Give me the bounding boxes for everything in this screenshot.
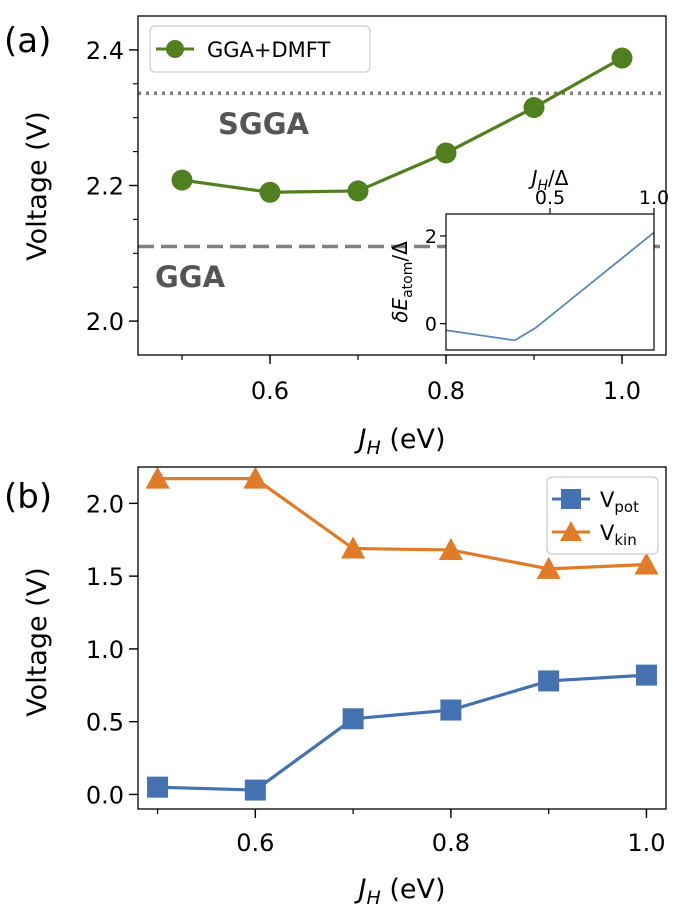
legend-label-v-pot-main: V <box>600 488 615 512</box>
data-point-v-pot <box>147 776 169 798</box>
y-tick-label: 2.2 <box>86 173 124 201</box>
inset-y-tick-label: 0 <box>425 314 437 336</box>
x-tick-label-b: 0.8 <box>432 829 470 857</box>
inset: 0.5 1.0 02 JH/Δ δEatom/Δ <box>388 166 669 351</box>
data-point-gga-dmft <box>435 142 457 164</box>
legend-label-v-kin-sub: kin <box>614 531 636 549</box>
data-point-v-pot <box>244 779 266 801</box>
gga-label: GGA <box>155 260 226 294</box>
series-line-v-pot <box>157 673 647 792</box>
data-point-gga-dmft <box>171 169 193 191</box>
x-axis-label-b: JH (eV) <box>354 874 446 909</box>
inset-y-ticks: 02 <box>425 226 446 336</box>
series-gga-dmft <box>171 47 633 203</box>
x-tick-label: 0.6 <box>251 377 289 405</box>
y-ticks-b: 0.0 0.5 1.0 1.5 2.0 <box>86 490 138 809</box>
data-point-v-pot <box>440 699 462 721</box>
y-tick-label-b: 0.5 <box>86 709 124 737</box>
inset-x-label-main: J <box>528 166 538 190</box>
inset-y-label-rest: /Δ <box>388 241 412 262</box>
y-tick-label-b: 1.5 <box>86 563 124 591</box>
series-group <box>145 466 659 801</box>
inset-x-label-sub: H <box>537 178 548 194</box>
y-tick-label-b: 2.0 <box>86 490 124 518</box>
inset-x-tick-label: 0.5 <box>535 187 565 209</box>
inset-background <box>446 214 654 350</box>
sgga-label: SGGA <box>218 107 309 141</box>
data-point-v-kin <box>145 466 170 489</box>
inset-y-label-sub: atom <box>400 262 416 298</box>
x-axis-label-sub: H <box>366 437 380 459</box>
data-point-v-kin <box>536 556 561 579</box>
legend: GGA+DMFT <box>149 25 371 73</box>
inset-y-label: δEatom/Δ <box>388 241 416 323</box>
data-point-gga-dmft <box>347 180 369 202</box>
legend-label-gga-dmft: GGA+DMFT <box>207 38 331 62</box>
panel-b-label: (b) <box>4 477 52 517</box>
legend-marker-gga-dmft <box>166 40 184 58</box>
legend-label-v-kin: Vkin <box>600 521 637 549</box>
inset-x-tick-label: 1.0 <box>639 187 669 209</box>
inset-x-ticks: 0.5 1.0 <box>535 187 669 214</box>
legend-b: Vpot Vkin <box>546 476 659 555</box>
legend-label-v-kin-main: V <box>600 521 615 545</box>
data-point-gga-dmft <box>259 181 281 203</box>
y-tick-label-b: 1.0 <box>86 636 124 664</box>
inset-x-label: JH/Δ <box>528 166 569 194</box>
panel-b: (b) 0.6 0.8 1.0 0.0 0.5 1.0 1.5 2.0 Voltage (V… <box>4 466 667 909</box>
inset-x-label-rest: /Δ <box>548 166 569 190</box>
legend-label-v-pot-sub: pot <box>614 498 639 516</box>
data-point-v-pot <box>635 664 657 686</box>
data-point-v-kin <box>634 552 659 575</box>
x-ticks: 0.6 0.8 1.0 <box>181 355 641 405</box>
y-ticks: 2.0 2.2 2.4 <box>86 37 138 336</box>
panel-a-label: (a) <box>4 21 51 61</box>
legend-marker-v-kin <box>560 521 582 541</box>
x-axis-label-b-sub: H <box>366 887 380 909</box>
axes-frame-b <box>137 466 667 810</box>
x-axis-label: JH (eV) <box>354 424 446 459</box>
inset-y-label-main: δE <box>388 298 412 323</box>
x-axis-label-b-main: J <box>354 874 367 905</box>
data-point-v-kin <box>243 466 268 489</box>
inset-line <box>445 231 655 342</box>
x-tick-label: 0.8 <box>427 377 465 405</box>
data-point-v-kin <box>341 536 366 559</box>
data-point-v-pot <box>342 708 364 730</box>
y-axis-label-b: Voltage (V) <box>22 567 53 716</box>
panel-a: (a) SGGA GGA 0.6 0.8 1.0 2.0 2.2 2.4 Voltage… <box>4 15 669 459</box>
x-ticks-b: 0.6 0.8 1.0 <box>156 809 666 857</box>
data-point-gga-dmft <box>523 97 545 119</box>
data-point-v-pot <box>538 670 560 692</box>
x-tick-label: 1.0 <box>603 377 641 405</box>
inset-series-line <box>445 231 655 342</box>
x-axis-label-unit: (eV) <box>381 424 446 455</box>
data-point-gga-dmft <box>611 47 633 69</box>
y-tick-label: 2.0 <box>86 308 124 336</box>
series-line-gga-dmft <box>181 56 623 194</box>
data-point-v-kin <box>438 537 463 560</box>
y-axis-label: Voltage (V) <box>22 111 53 260</box>
x-axis-label-main: J <box>354 424 367 455</box>
x-axis-label-b-unit: (eV) <box>381 874 446 905</box>
legend-marker-v-pot <box>561 489 581 509</box>
legend-box <box>149 25 371 73</box>
y-tick-label: 2.4 <box>86 37 124 65</box>
x-tick-label-b: 1.0 <box>627 829 665 857</box>
series-line-v-kin <box>157 477 647 571</box>
legend-label-v-pot: Vpot <box>600 488 639 516</box>
y-tick-label-b: 0.0 <box>86 781 124 809</box>
inset-y-tick-label: 2 <box>425 226 437 248</box>
x-tick-label-b: 0.6 <box>236 829 274 857</box>
